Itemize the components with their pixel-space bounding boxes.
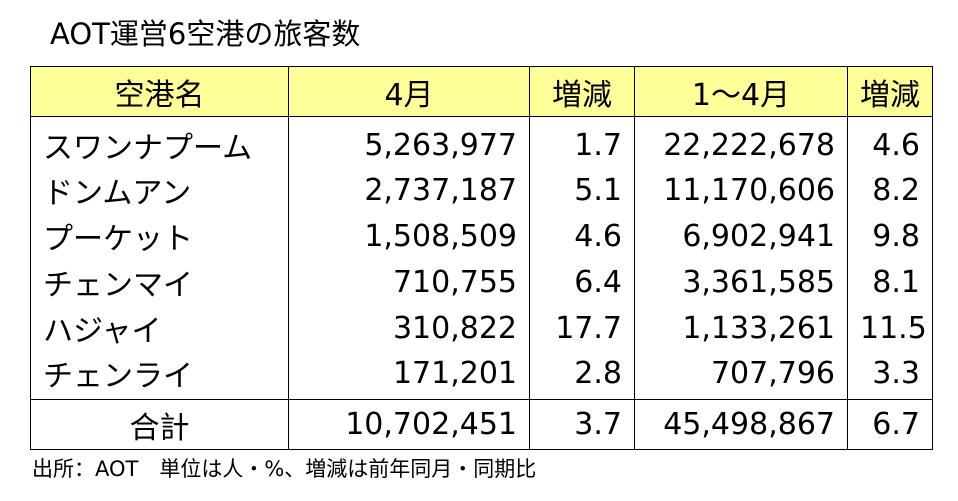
april-passengers: 5,263,977 [288,116,530,167]
april-change: 2.8 [529,351,635,400]
total-april-passengers: 10,702,451 [288,399,530,450]
source-note: 出所：AOT 単位は人・%、増減は前年同月・同期比 [32,457,537,481]
total-row: 合計 10,702,451 3.7 45,498,867 6.7 [30,399,933,450]
april-passengers: 710,755 [288,259,530,305]
jan-apr-passengers: 1,133,261 [634,305,848,351]
jan-apr-passengers: 11,170,606 [634,167,848,213]
jan-apr-change: 3.3 [847,351,933,400]
april-change: 4.6 [529,213,635,259]
jan-apr-passengers: 22,222,678 [634,116,848,167]
april-change: 1.7 [529,116,635,167]
table-row: スワンナプーム 5,263,977 1.7 22,222,678 4.6 [30,116,933,167]
page-title: AOT運営6空港の旅客数 [50,17,361,51]
airport-name: チェンライ [30,351,289,400]
table-header-row: 空港名 4月 増減 1～4月 増減 [30,66,933,117]
table-row: ハジャイ 310,822 17.7 1,133,261 11.5 [30,305,933,351]
table-row: プーケット 1,508,509 4.6 6,902,941 9.8 [30,213,933,259]
april-change: 6.4 [529,259,635,305]
passenger-table: 空港名 4月 増減 1～4月 増減 スワンナプーム 5,263,977 1.7 … [30,66,933,450]
airport-name: ドンムアン [30,167,289,213]
april-passengers: 310,822 [288,305,530,351]
jan-apr-passengers: 707,796 [634,351,848,400]
total-april-change: 3.7 [529,399,635,450]
airport-name: スワンナプーム [30,116,289,167]
jan-apr-change: 4.6 [847,116,933,167]
table-row: チェンマイ 710,755 6.4 3,361,585 8.1 [30,259,933,305]
april-passengers: 171,201 [288,351,530,400]
column-header-airport: 空港名 [30,66,289,117]
column-header-jan-apr: 1～4月 [634,66,848,117]
airport-name: プーケット [30,213,289,259]
table-row: ドンムアン 2,737,187 5.1 11,170,606 8.2 [30,167,933,213]
column-header-april: 4月 [288,66,530,117]
total-jan-apr-change: 6.7 [847,399,933,450]
airport-name: チェンマイ [30,259,289,305]
column-header-april-change: 増減 [529,66,635,117]
jan-apr-change: 8.2 [847,167,933,213]
april-change: 5.1 [529,167,635,213]
jan-apr-change: 11.5 [847,305,933,351]
airport-name: ハジャイ [30,305,289,351]
total-jan-apr-passengers: 45,498,867 [634,399,848,450]
jan-apr-passengers: 3,361,585 [634,259,848,305]
april-passengers: 2,737,187 [288,167,530,213]
jan-apr-change: 9.8 [847,213,933,259]
april-passengers: 1,508,509 [288,213,530,259]
jan-apr-passengers: 6,902,941 [634,213,848,259]
table-row: チェンライ 171,201 2.8 707,796 3.3 [30,351,933,400]
column-header-jan-apr-change: 増減 [847,66,933,117]
total-label: 合計 [30,399,289,450]
april-change: 17.7 [529,305,635,351]
jan-apr-change: 8.1 [847,259,933,305]
